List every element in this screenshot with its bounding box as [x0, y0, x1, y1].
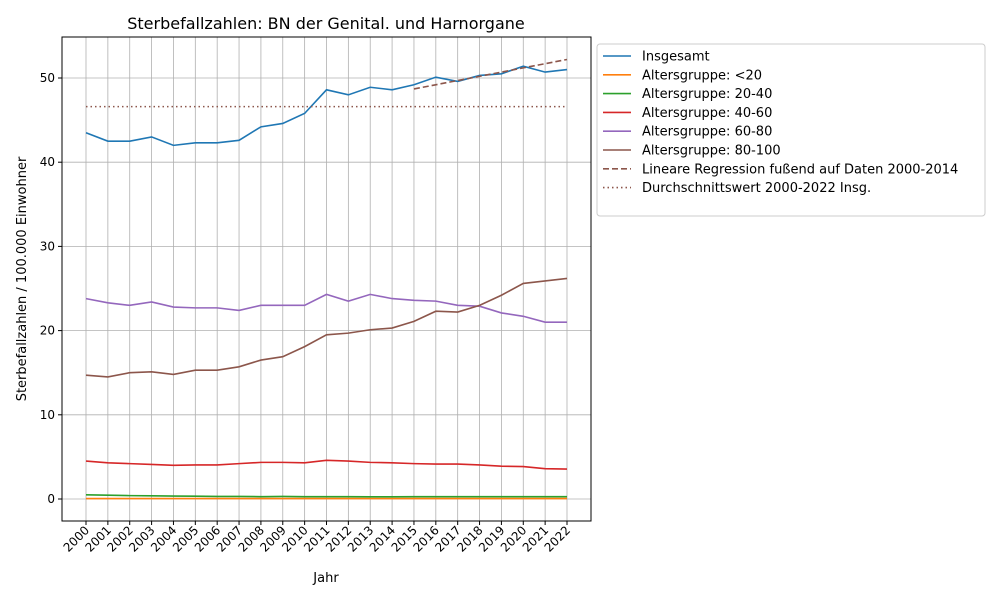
y-tick-label: 50: [40, 71, 55, 85]
y-tick-label: 40: [40, 155, 55, 169]
series-line-3: [85, 459, 568, 470]
series-line-6: [413, 58, 568, 90]
legend-label: Altersgruppe: <20: [642, 68, 762, 83]
legend-label: Altersgruppe: 20-40: [642, 87, 772, 102]
series-line-2: [85, 493, 568, 498]
x-axis-label: Jahr: [312, 571, 339, 586]
y-axis-label: Sterbefallzahlen / 100.000 Einwohner: [15, 156, 30, 401]
legend-label: Durchschnittswert 2000-2022 Insg.: [642, 181, 871, 196]
x-tick-label: 2022: [542, 523, 573, 554]
y-tick-label: 0: [47, 492, 55, 506]
y-tick-label: 20: [40, 324, 55, 338]
legend-label: Altersgruppe: 40-60: [642, 106, 772, 121]
legend-label: Altersgruppe: 80-100: [642, 144, 781, 159]
series-line-5: [85, 277, 568, 378]
y-tick-label: 10: [40, 408, 55, 422]
legend-label: Lineare Regression fußend auf Daten 2000…: [642, 162, 958, 177]
legend-box: [596, 43, 986, 217]
y-tick-label: 30: [40, 239, 55, 253]
chart-title: Sterbefallzahlen: BN der Genital. und Ha…: [127, 14, 524, 33]
legend-label: Altersgruppe: 60-80: [642, 125, 772, 140]
series-line-4: [85, 293, 567, 323]
legend-label: Insgesamt: [642, 50, 710, 65]
